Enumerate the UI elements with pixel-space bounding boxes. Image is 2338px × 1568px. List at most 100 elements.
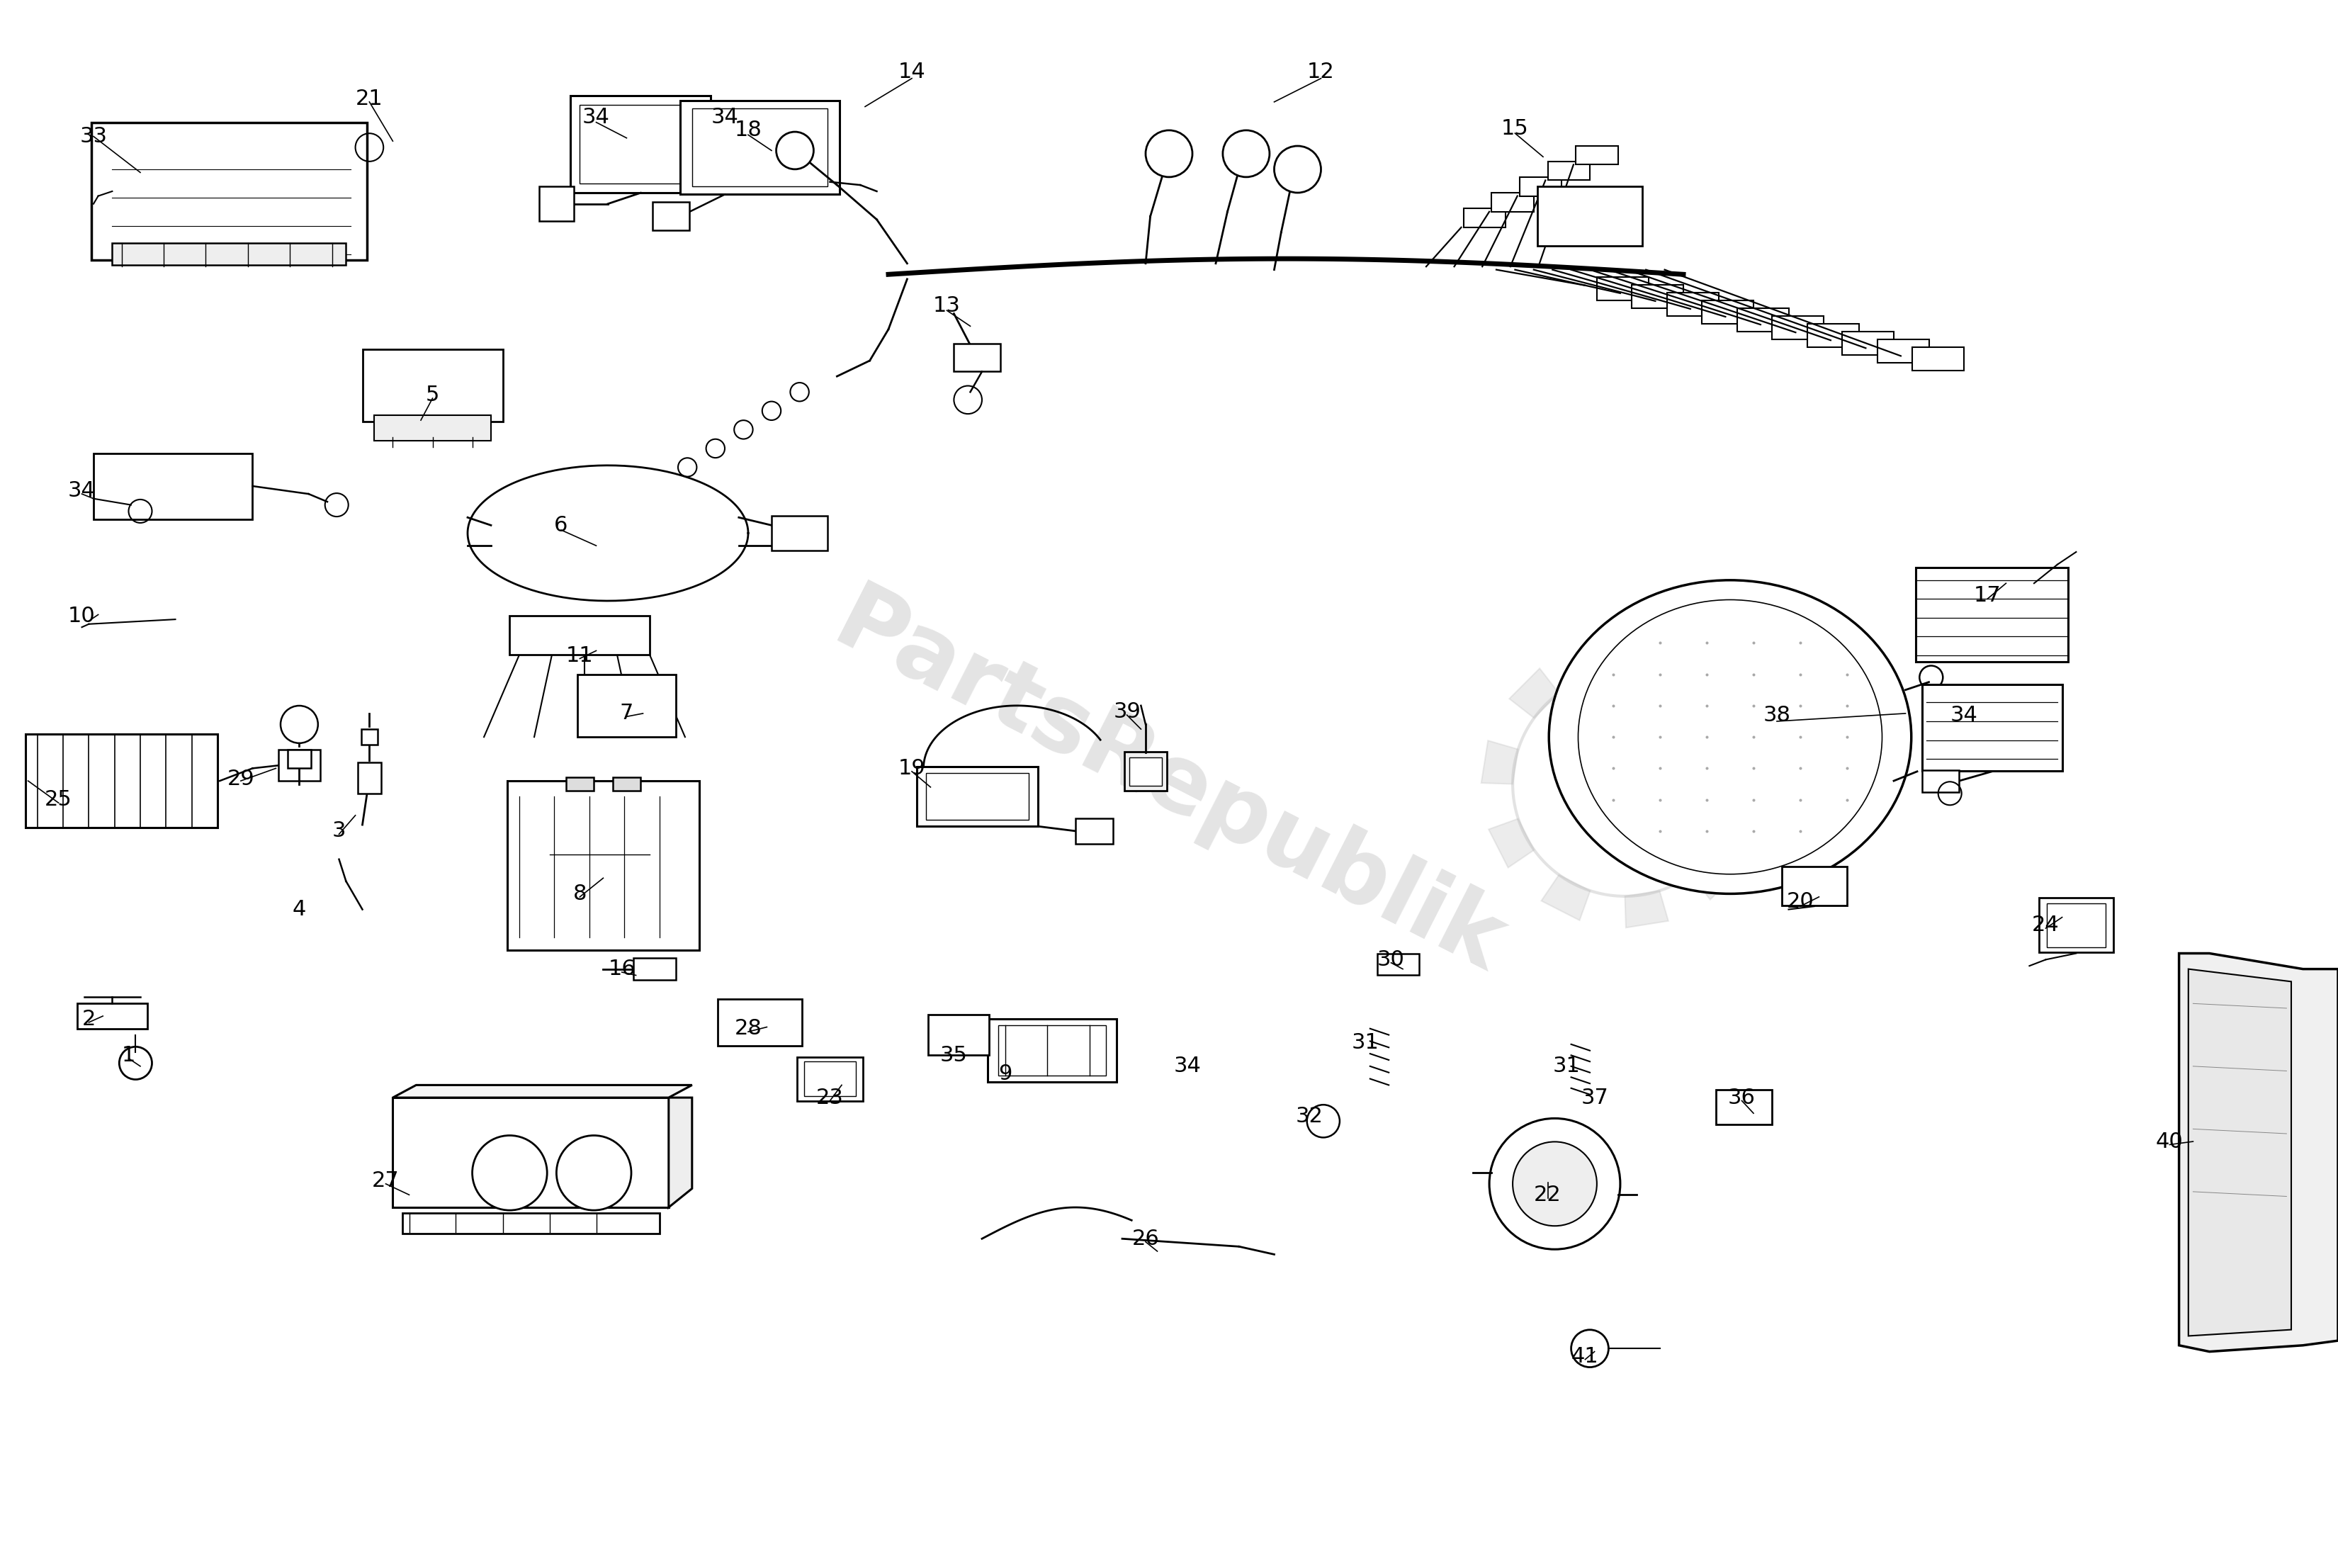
Bar xyxy=(1464,209,1506,227)
Bar xyxy=(1632,285,1683,307)
Polygon shape xyxy=(2179,953,2338,1352)
Text: 1: 1 xyxy=(122,1044,136,1066)
Bar xyxy=(2039,897,2114,952)
Bar xyxy=(718,999,802,1046)
Text: 3: 3 xyxy=(332,820,346,842)
Bar xyxy=(1702,299,1754,323)
Bar xyxy=(1597,276,1648,299)
Bar xyxy=(26,734,217,828)
Text: 14: 14 xyxy=(898,61,926,83)
Text: 24: 24 xyxy=(2032,914,2060,936)
Bar xyxy=(360,729,376,745)
Polygon shape xyxy=(393,1098,669,1207)
Text: 32: 32 xyxy=(1295,1105,1323,1127)
Text: 26: 26 xyxy=(1132,1228,1160,1250)
Text: 38: 38 xyxy=(1763,704,1791,726)
Text: 4: 4 xyxy=(292,898,306,920)
Polygon shape xyxy=(1625,891,1669,928)
Bar xyxy=(278,750,320,781)
Text: 16: 16 xyxy=(608,958,636,980)
Polygon shape xyxy=(1690,850,1739,900)
Bar xyxy=(91,122,367,260)
Bar xyxy=(804,1062,856,1096)
Bar xyxy=(507,781,699,950)
Polygon shape xyxy=(2188,969,2291,1336)
Circle shape xyxy=(1489,1118,1620,1250)
Bar xyxy=(634,958,676,980)
Bar xyxy=(77,1004,147,1029)
Text: 34: 34 xyxy=(68,480,96,502)
Text: 40: 40 xyxy=(2156,1131,2184,1152)
Text: 27: 27 xyxy=(372,1170,400,1192)
Text: 2: 2 xyxy=(82,1008,96,1030)
Bar xyxy=(566,778,594,790)
Bar xyxy=(1922,685,2062,771)
Bar xyxy=(362,350,503,422)
Polygon shape xyxy=(1580,640,1625,677)
Polygon shape xyxy=(1732,784,1768,828)
Bar xyxy=(94,453,253,519)
Circle shape xyxy=(1146,130,1192,177)
Text: PartsRepublik: PartsRepublik xyxy=(821,577,1517,991)
Text: 9: 9 xyxy=(998,1063,1012,1085)
Bar xyxy=(374,416,491,441)
Text: 6: 6 xyxy=(554,514,568,536)
Text: 8: 8 xyxy=(573,883,587,905)
Bar xyxy=(570,96,711,193)
Text: 11: 11 xyxy=(566,644,594,666)
Text: 34: 34 xyxy=(711,107,739,129)
Text: 15: 15 xyxy=(1501,118,1529,140)
Text: 22: 22 xyxy=(1534,1184,1562,1206)
Text: 18: 18 xyxy=(734,119,762,141)
Text: 41: 41 xyxy=(1571,1345,1599,1367)
Bar xyxy=(1912,347,1964,370)
Text: 21: 21 xyxy=(355,88,383,110)
Bar xyxy=(1075,818,1113,844)
Bar xyxy=(916,767,1038,826)
Bar xyxy=(987,1019,1118,1082)
Ellipse shape xyxy=(1548,580,1912,894)
Text: 33: 33 xyxy=(79,125,108,147)
Polygon shape xyxy=(1482,740,1517,784)
Bar xyxy=(402,1214,659,1234)
Text: 25: 25 xyxy=(44,789,72,811)
Circle shape xyxy=(556,1135,631,1210)
Text: 5: 5 xyxy=(426,384,440,406)
Polygon shape xyxy=(1541,875,1590,920)
Text: 20: 20 xyxy=(1786,891,1814,913)
Bar xyxy=(1129,757,1162,786)
Circle shape xyxy=(1274,146,1321,193)
Bar xyxy=(1772,315,1824,339)
Bar xyxy=(1576,146,1618,165)
Polygon shape xyxy=(393,1085,692,1098)
Bar xyxy=(1917,568,2067,662)
Bar xyxy=(1492,193,1534,212)
Bar xyxy=(692,108,828,187)
Text: 35: 35 xyxy=(940,1044,968,1066)
Bar xyxy=(613,778,641,790)
Text: 37: 37 xyxy=(1580,1087,1609,1109)
Circle shape xyxy=(472,1135,547,1210)
Bar xyxy=(112,243,346,265)
Bar xyxy=(926,773,1029,820)
Bar xyxy=(998,1025,1106,1076)
Circle shape xyxy=(281,706,318,743)
Polygon shape xyxy=(1489,818,1534,867)
Text: 17: 17 xyxy=(1973,585,2001,607)
Polygon shape xyxy=(1510,668,1559,718)
Bar xyxy=(1842,332,1894,354)
Bar xyxy=(1737,307,1789,331)
Text: 30: 30 xyxy=(1377,949,1405,971)
Bar xyxy=(1807,325,1859,347)
Text: 34: 34 xyxy=(1174,1055,1202,1077)
Bar xyxy=(1125,753,1167,792)
Bar xyxy=(1716,1090,1772,1124)
Bar xyxy=(652,202,690,230)
Bar xyxy=(797,1057,863,1101)
Text: 23: 23 xyxy=(816,1087,844,1109)
Text: 12: 12 xyxy=(1307,61,1335,83)
Text: 13: 13 xyxy=(933,295,961,317)
Bar xyxy=(1377,953,1419,975)
Bar xyxy=(1782,866,1847,905)
Bar xyxy=(772,516,828,550)
